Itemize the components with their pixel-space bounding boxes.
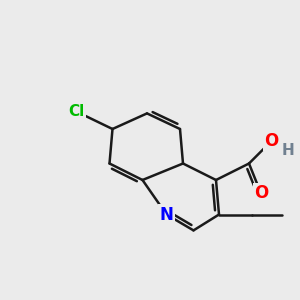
Text: N: N [160, 206, 173, 224]
Text: O: O [254, 184, 268, 202]
Text: H: H [282, 143, 294, 158]
Text: O: O [264, 132, 279, 150]
Text: Cl: Cl [68, 104, 85, 119]
